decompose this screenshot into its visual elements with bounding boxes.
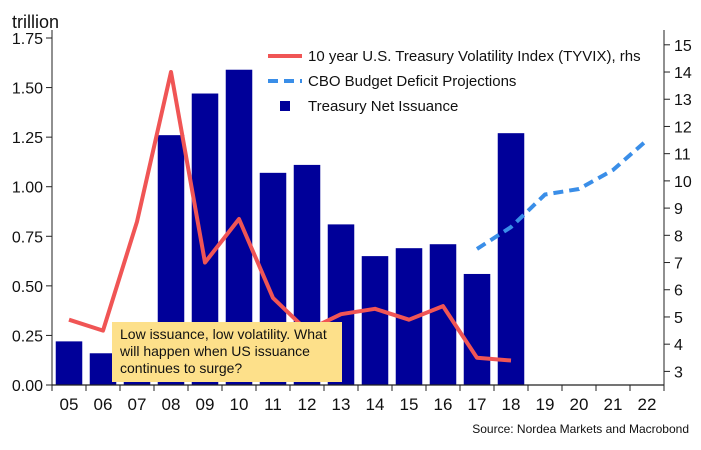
x-tick-label-16: 16 bbox=[434, 395, 453, 414]
left-tick-label: 0.25 bbox=[12, 328, 43, 345]
bar-17 bbox=[463, 273, 491, 385]
annotation-box: Low issuance, low volatility. What will … bbox=[112, 322, 342, 382]
legend-cbo-label: CBO Budget Deficit Projections bbox=[308, 73, 516, 90]
right-tick-label: 15 bbox=[674, 38, 692, 55]
x-tick-label-05: 05 bbox=[60, 395, 79, 414]
left-axis-title: trillion bbox=[12, 12, 59, 32]
legend-tyvix-label: 10 year U.S. Treasury Volatility Index (… bbox=[308, 48, 641, 65]
x-tick-label-13: 13 bbox=[332, 395, 351, 414]
x-tick-label-08: 08 bbox=[162, 395, 181, 414]
bar-05 bbox=[55, 341, 83, 385]
left-tick-label: 1.75 bbox=[12, 31, 43, 48]
right-tick-label: 11 bbox=[674, 147, 691, 164]
right-tick-label: 7 bbox=[674, 256, 683, 273]
x-tick-label-17: 17 bbox=[468, 395, 487, 414]
right-tick-label: 3 bbox=[674, 364, 683, 381]
left-tick-label: 1.25 bbox=[12, 130, 43, 147]
right-tick-label: 14 bbox=[674, 65, 692, 82]
x-tick-label-21: 21 bbox=[604, 395, 623, 414]
x-tick-label-06: 06 bbox=[94, 395, 113, 414]
right-tick-label: 13 bbox=[674, 92, 692, 109]
x-tick-label-10: 10 bbox=[230, 395, 249, 414]
x-tick-label-11: 11 bbox=[264, 395, 282, 414]
legend-issuance-label: Treasury Net Issuance bbox=[308, 98, 458, 115]
x-tick-label-15: 15 bbox=[400, 395, 419, 414]
x-tick-label-20: 20 bbox=[570, 395, 589, 414]
x-tick-label-14: 14 bbox=[366, 395, 385, 414]
right-tick-label: 10 bbox=[674, 174, 692, 191]
x-tick-label-12: 12 bbox=[298, 395, 317, 414]
bar-14 bbox=[361, 256, 389, 385]
cbo-projection-line bbox=[475, 138, 649, 251]
x-tick-label-07: 07 bbox=[128, 395, 147, 414]
x-tick-label-22: 22 bbox=[638, 395, 657, 414]
right-tick-label: 8 bbox=[674, 228, 683, 245]
bar-16 bbox=[429, 244, 457, 385]
left-tick-label: 1.00 bbox=[12, 180, 43, 197]
x-tick-label-09: 09 bbox=[196, 395, 215, 414]
left-tick-label: 0.00 bbox=[12, 378, 43, 395]
right-tick-label: 12 bbox=[674, 119, 692, 136]
tyvix-line bbox=[68, 70, 512, 363]
right-tick-label: 4 bbox=[674, 337, 683, 354]
x-tick-label-18: 18 bbox=[502, 395, 521, 414]
right-tick-label: 5 bbox=[674, 310, 683, 327]
x-tick-label-19: 19 bbox=[536, 395, 555, 414]
left-tick-label: 0.75 bbox=[12, 229, 43, 246]
left-tick-label: 0.50 bbox=[12, 279, 43, 296]
left-tick-label: 1.50 bbox=[12, 81, 43, 98]
right-tick-label: 6 bbox=[674, 283, 683, 300]
bar-06 bbox=[89, 353, 117, 385]
legend-issuance-swatch bbox=[280, 101, 290, 111]
bar-18 bbox=[497, 133, 525, 385]
right-tick-label: 9 bbox=[674, 201, 683, 218]
source-text: Source: Nordea Markets and Macrobond bbox=[472, 422, 689, 436]
